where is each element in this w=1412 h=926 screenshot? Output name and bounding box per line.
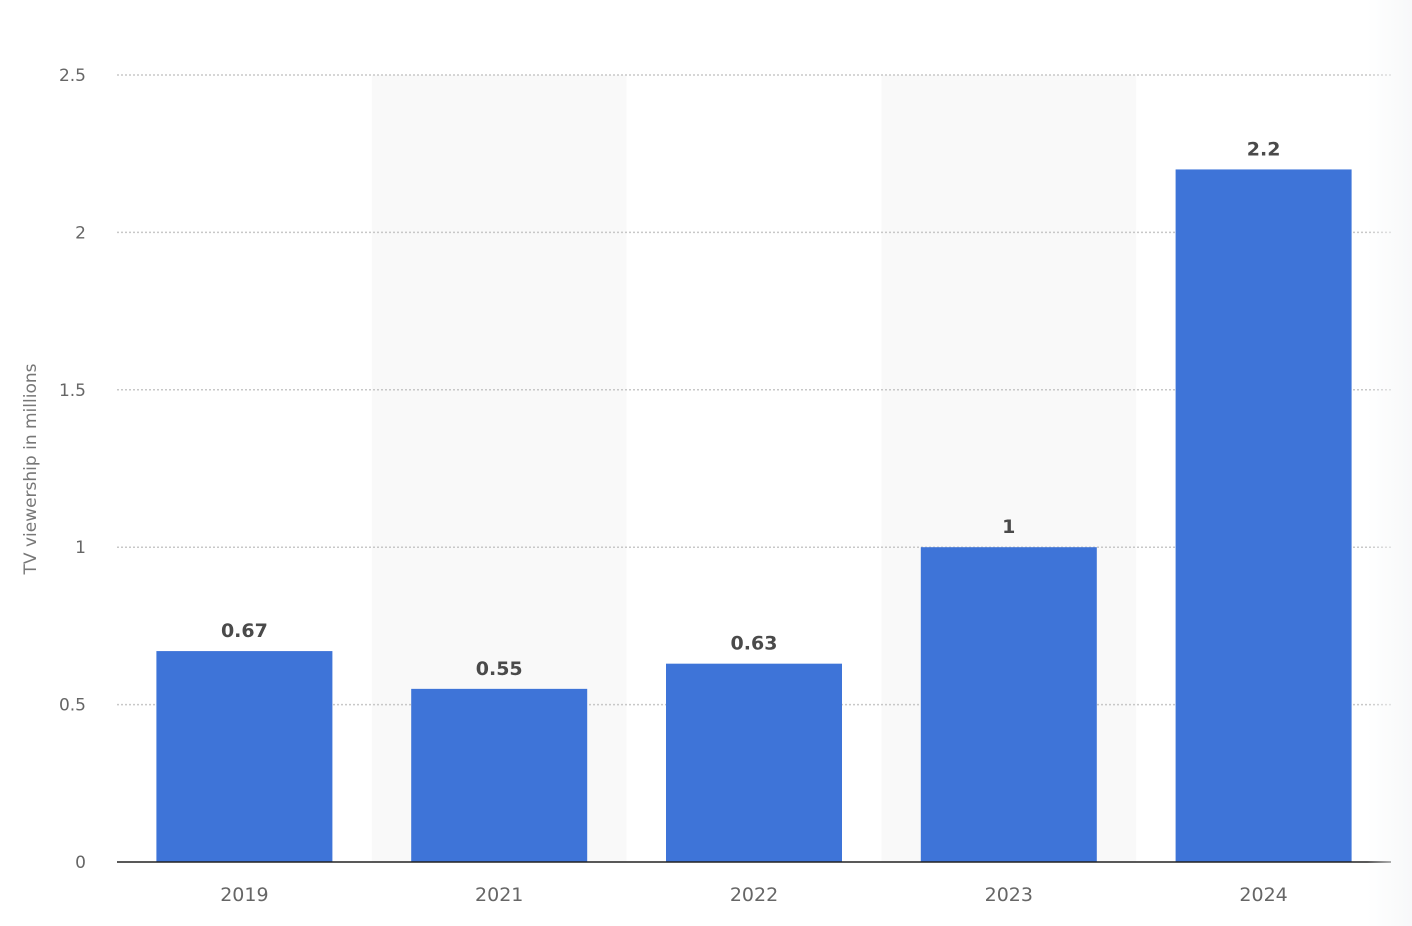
right-edge-fade (1367, 0, 1412, 926)
x-tick-label: 2021 (475, 884, 523, 906)
value-label: 0.63 (731, 633, 778, 655)
bar-2024 (1175, 169, 1352, 862)
y-tick-label: 2 (75, 223, 86, 243)
bar-2021 (411, 688, 588, 862)
value-label: 0.55 (476, 658, 523, 680)
bar-2019 (156, 651, 333, 862)
y-tick-label: 1 (75, 538, 86, 558)
x-tick-label: 2022 (730, 884, 778, 906)
bar-2022 (666, 663, 842, 862)
bar-2023 (920, 547, 1097, 862)
value-label: 0.67 (221, 620, 268, 642)
x-tick-label: 2023 (985, 884, 1033, 906)
y-tick-label: 2.5 (59, 66, 86, 86)
value-label: 1 (1002, 516, 1015, 538)
value-label: 2.2 (1247, 138, 1281, 160)
x-tick-label: 2024 (1239, 884, 1287, 906)
y-axis-label: TV viewership in millions (21, 363, 41, 575)
x-tick-label: 2019 (220, 884, 268, 906)
y-tick-label: 1.5 (59, 381, 86, 401)
y-tick-label: 0 (75, 853, 86, 873)
y-tick-label: 0.5 (59, 696, 86, 716)
